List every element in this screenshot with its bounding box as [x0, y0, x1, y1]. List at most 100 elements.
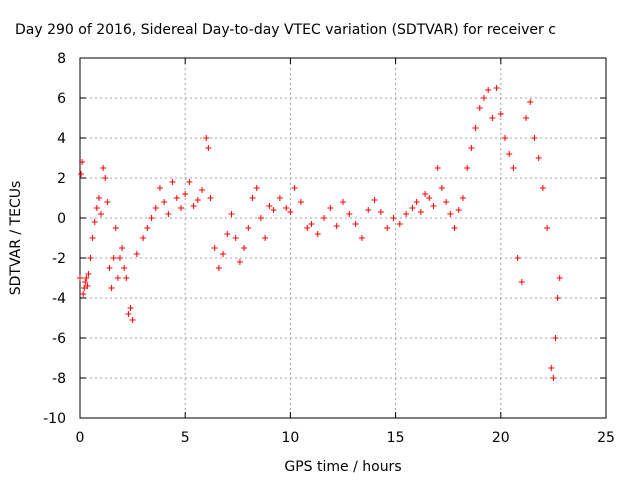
data-point — [371, 197, 378, 203]
data-point — [276, 195, 283, 201]
data-point — [550, 375, 557, 381]
y-tick-label: 2 — [57, 171, 66, 187]
data-point — [434, 165, 441, 171]
data-point — [199, 187, 206, 193]
data-point — [241, 245, 248, 251]
data-point — [480, 95, 487, 101]
data-point — [327, 205, 334, 211]
data-point — [232, 235, 239, 241]
data-point — [104, 199, 111, 205]
data-point — [236, 259, 243, 265]
data-point — [100, 165, 107, 171]
data-point — [98, 211, 105, 217]
data-point — [116, 255, 123, 261]
data-point — [262, 235, 269, 241]
data-point — [510, 165, 517, 171]
data-point — [358, 235, 365, 241]
data-point — [79, 159, 86, 165]
data-point — [514, 255, 521, 261]
data-point — [129, 317, 136, 323]
data-point — [384, 225, 391, 231]
data-point — [535, 155, 542, 161]
data-point — [102, 175, 109, 181]
data-point — [518, 279, 525, 285]
data-point — [82, 279, 89, 285]
data-point — [396, 221, 403, 227]
data-point — [283, 205, 290, 211]
data-point — [443, 199, 450, 205]
data-point — [548, 365, 555, 371]
y-axis-label: SDTVAR / TECUs — [8, 181, 24, 296]
data-point — [544, 225, 551, 231]
data-point — [506, 151, 513, 157]
data-point — [352, 221, 359, 227]
x-tick-label: 0 — [76, 430, 85, 446]
data-point — [523, 115, 530, 121]
data-point — [468, 145, 475, 151]
x-tick-label: 20 — [492, 430, 510, 446]
data-point — [83, 275, 90, 281]
data-point — [114, 275, 121, 281]
y-tick-label: 0 — [57, 211, 66, 227]
data-point — [95, 195, 102, 201]
data-point — [177, 205, 184, 211]
data-point — [554, 295, 561, 301]
data-point — [182, 191, 189, 197]
data-point — [304, 225, 311, 231]
y-tick-label: -4 — [52, 291, 66, 307]
x-tick-label: 25 — [597, 430, 615, 446]
data-point — [84, 283, 91, 289]
data-point — [127, 305, 134, 311]
data-point — [426, 195, 433, 201]
y-tick-label: 8 — [57, 51, 66, 67]
data-point — [249, 195, 256, 201]
data-point — [220, 251, 227, 257]
data-point — [123, 275, 130, 281]
data-point — [161, 199, 168, 205]
data-point — [417, 209, 424, 215]
data-point — [321, 215, 328, 221]
data-point — [365, 207, 372, 213]
data-point — [215, 265, 222, 271]
data-point — [91, 219, 98, 225]
data-point — [133, 251, 140, 257]
y-tick-labels: -10 -8 -6 -4 -2 0 2 4 6 8 — [43, 51, 66, 427]
data-point — [497, 111, 504, 117]
data-point — [148, 215, 155, 221]
data-point — [207, 195, 214, 201]
x-tick-label: 15 — [387, 430, 405, 446]
chart-title: Day 290 of 2016, Sidereal Day-to-day VTE… — [15, 22, 556, 38]
data-point — [413, 199, 420, 205]
data-point — [78, 171, 85, 177]
data-point — [447, 211, 454, 217]
data-point — [112, 225, 119, 231]
data-point — [455, 207, 462, 213]
y-tick-label: -6 — [52, 331, 66, 347]
data-point — [489, 115, 496, 121]
data-point — [472, 125, 479, 131]
data-point — [451, 225, 458, 231]
data-point — [308, 221, 315, 227]
data-point — [430, 203, 437, 209]
data-point — [194, 197, 201, 203]
data-point — [464, 165, 471, 171]
x-tick-labels: 0 5 10 15 20 25 — [76, 430, 615, 446]
data-point — [119, 245, 126, 251]
x-axis-label: GPS time / hours — [284, 459, 401, 475]
y-tick-label: 6 — [57, 91, 66, 107]
data-point — [81, 285, 88, 291]
data-point — [291, 185, 298, 191]
data-point — [77, 275, 83, 281]
data-point — [422, 191, 429, 197]
y-tick-label: -10 — [43, 411, 66, 427]
data-point — [390, 215, 397, 221]
data-point — [257, 215, 264, 221]
data-point — [403, 211, 410, 217]
data-point — [108, 285, 115, 291]
data-point — [165, 211, 172, 217]
data-point — [556, 275, 563, 281]
data-point — [106, 265, 113, 271]
data-point — [169, 179, 176, 185]
